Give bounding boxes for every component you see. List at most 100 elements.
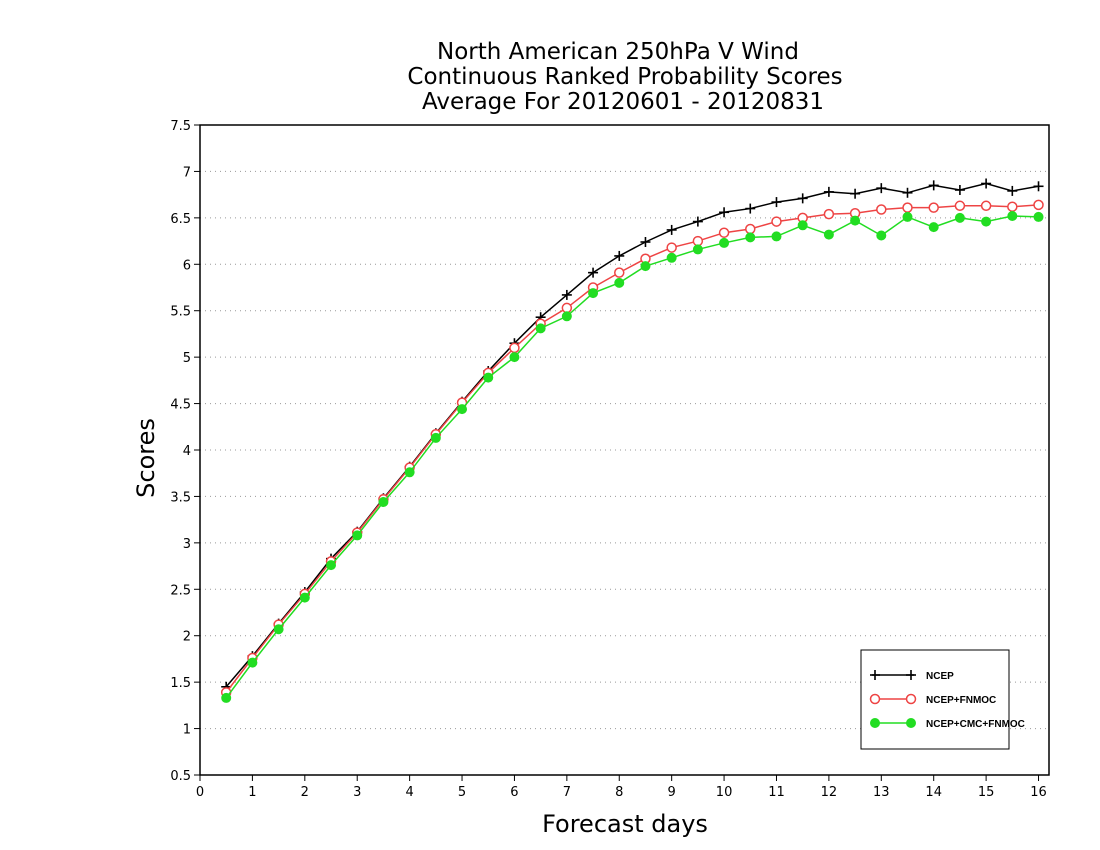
y-tick-label: 2 bbox=[183, 630, 191, 645]
data-point bbox=[692, 235, 704, 247]
chart-title: North American 250hPa V Wind Continuous … bbox=[407, 39, 842, 115]
chart-title-line-3: Average For 20120601 - 20120831 bbox=[422, 89, 824, 115]
data-point bbox=[509, 342, 520, 354]
data-point bbox=[221, 692, 232, 703]
x-tick-label: 1 bbox=[248, 785, 256, 800]
data-point bbox=[902, 202, 913, 213]
data-point bbox=[666, 252, 677, 263]
x-axis-title: Forecast days bbox=[542, 810, 708, 838]
axes: 0.511.522.533.544.555.566.577.50 1 2 3 4 5 6 7 8… bbox=[170, 119, 1050, 800]
x-tick-label: 0 bbox=[196, 785, 204, 800]
data-point bbox=[981, 178, 992, 189]
series-line bbox=[225, 204, 1039, 693]
x-tick-label: 3 bbox=[353, 785, 361, 800]
data-point bbox=[614, 250, 625, 261]
data-point bbox=[404, 467, 415, 478]
data-point bbox=[1033, 211, 1044, 222]
data-point bbox=[876, 204, 887, 215]
series-layer bbox=[220, 178, 1044, 703]
y-tick-label: 2.5 bbox=[170, 583, 191, 598]
y-tick-label: 0.5 bbox=[170, 769, 191, 784]
data-point bbox=[483, 372, 494, 383]
legend-marker bbox=[905, 693, 917, 705]
x-tick-label: 11 bbox=[768, 785, 785, 800]
y-tick-label: 3 bbox=[183, 537, 191, 552]
data-point bbox=[326, 560, 337, 571]
data-point bbox=[902, 187, 913, 198]
data-point bbox=[614, 267, 625, 278]
grid-lines bbox=[200, 170, 1049, 730]
data-point bbox=[823, 186, 834, 197]
data-point bbox=[771, 231, 782, 242]
y-tick-label: 5 bbox=[183, 351, 191, 366]
legend-marker bbox=[870, 718, 880, 728]
legend-marker bbox=[869, 693, 881, 705]
chart-title-line-2: Continuous Ranked Probability Scores bbox=[407, 64, 842, 90]
data-point bbox=[745, 203, 756, 214]
data-point bbox=[928, 202, 939, 213]
data-point bbox=[981, 216, 992, 227]
x-tick-label: 5 bbox=[458, 785, 466, 800]
data-point bbox=[954, 212, 965, 223]
data-point bbox=[1033, 181, 1044, 192]
series-line bbox=[225, 215, 1039, 699]
data-point bbox=[719, 207, 730, 218]
data-point bbox=[876, 183, 887, 194]
legend-item-ncep-fnmoc: NCEP+FNMOC bbox=[869, 693, 996, 706]
data-point bbox=[352, 530, 363, 541]
data-point bbox=[954, 185, 965, 195]
series-ncep bbox=[221, 178, 1044, 692]
data-point bbox=[771, 216, 782, 227]
y-tick-label: 3.5 bbox=[170, 490, 191, 505]
chart-title-line-1: North American 250hPa V Wind bbox=[437, 39, 799, 65]
data-point bbox=[378, 497, 389, 507]
data-point bbox=[1007, 211, 1018, 221]
data-point bbox=[273, 624, 284, 635]
data-point bbox=[797, 193, 808, 204]
y-tick-label: 4.5 bbox=[170, 398, 191, 413]
x-tick-label: 6 bbox=[510, 785, 518, 800]
x-tick-label: 8 bbox=[615, 785, 623, 800]
data-point bbox=[850, 215, 861, 226]
legend: NCEP NCEP+FNMOC NCEP+CMC+FNMOC bbox=[860, 649, 1025, 750]
legend-label: NCEP bbox=[926, 671, 954, 682]
y-axis-title: Scores bbox=[132, 418, 160, 498]
data-point bbox=[561, 311, 572, 322]
data-point bbox=[745, 223, 756, 235]
x-tick-label: 4 bbox=[405, 785, 413, 800]
data-point bbox=[299, 592, 310, 603]
series-line bbox=[225, 182, 1039, 688]
data-point bbox=[850, 188, 861, 199]
data-point bbox=[692, 216, 703, 227]
y-tick-label: 7.5 bbox=[170, 119, 191, 134]
data-point bbox=[1007, 201, 1018, 212]
legend-marker bbox=[906, 718, 916, 728]
data-point bbox=[509, 352, 520, 363]
data-point bbox=[247, 657, 258, 668]
data-point bbox=[718, 227, 730, 238]
x-tick-label: 2 bbox=[301, 785, 309, 800]
data-point bbox=[797, 220, 808, 231]
data-point bbox=[640, 237, 651, 247]
data-point bbox=[1007, 185, 1018, 196]
x-tick-label: 13 bbox=[873, 785, 890, 800]
data-point bbox=[561, 302, 573, 314]
data-point bbox=[928, 180, 939, 191]
data-point bbox=[535, 323, 546, 334]
data-point bbox=[588, 267, 599, 278]
y-tick-label: 5.5 bbox=[170, 305, 191, 320]
y-tick-label: 1.5 bbox=[170, 676, 191, 691]
x-tick-label: 10 bbox=[716, 785, 733, 800]
data-point bbox=[561, 289, 572, 300]
data-point bbox=[954, 200, 966, 212]
data-point bbox=[823, 208, 835, 220]
data-point bbox=[588, 288, 599, 299]
data-point bbox=[640, 261, 651, 272]
legend-item-ncep: NCEP bbox=[870, 670, 954, 682]
data-point bbox=[823, 229, 834, 240]
legend-label: NCEP+CMC+FNMOC bbox=[926, 719, 1025, 730]
data-point bbox=[666, 242, 677, 253]
data-point bbox=[902, 211, 913, 222]
y-tick-label: 4 bbox=[183, 444, 191, 459]
